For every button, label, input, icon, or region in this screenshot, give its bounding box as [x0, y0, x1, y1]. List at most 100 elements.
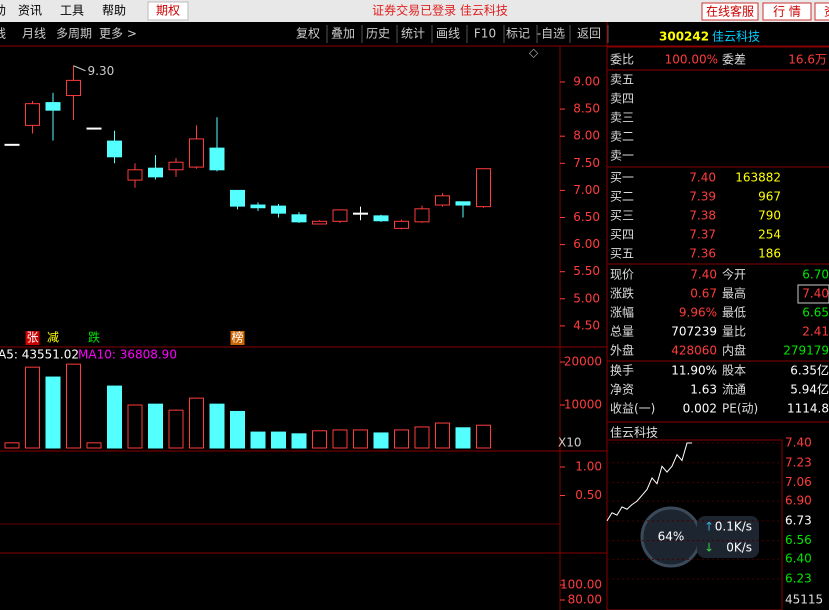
- mini-tick-label: 7.40: [785, 436, 812, 450]
- vol-legend: A5: 43551.02: [0, 348, 79, 362]
- bid-volume: 163882: [735, 171, 781, 185]
- top-button-bg: [701, 2, 759, 21]
- marker-bg: [25, 331, 40, 345]
- candle-body: [353, 212, 368, 215]
- toolbar-button[interactable]: 统计: [401, 27, 425, 41]
- stat-value: 2.41: [802, 325, 829, 339]
- menu-item[interactable]: 工具: [60, 4, 84, 18]
- download-speed: 0K/s: [726, 541, 752, 555]
- bid-price: 7.39: [689, 190, 716, 204]
- volume-bar: [435, 422, 450, 449]
- toolbar-button[interactable]: 返回: [577, 27, 601, 41]
- stat-label: 涨跌: [610, 286, 634, 301]
- diamond-icon[interactable]: ◇: [529, 46, 539, 60]
- bid-price: 7.37: [689, 228, 716, 242]
- volume-bar: [414, 426, 430, 449]
- stat-value: 6.35亿: [790, 363, 829, 378]
- ask-label: 卖五: [610, 73, 634, 87]
- bid-label: 买三: [610, 209, 634, 223]
- vol-tick-label: 20000: [564, 355, 602, 369]
- top-button[interactable]: 行 情: [773, 5, 801, 19]
- stat-label: 今开: [722, 267, 746, 282]
- toolbar-button[interactable]: 画线: [436, 27, 460, 41]
- menu-item[interactable]: 助: [0, 4, 6, 18]
- price-tick-label: 6.50: [573, 210, 600, 224]
- stat-value: 0.67: [690, 287, 717, 301]
- bid-label: 买二: [610, 190, 634, 204]
- ask-label: 卖三: [610, 111, 634, 125]
- menu-item[interactable]: 资讯: [18, 4, 42, 18]
- stat-value: 428060: [671, 344, 717, 358]
- price-tick-label: 6.00: [573, 237, 600, 251]
- stat-value: 279179: [783, 344, 829, 358]
- bid-volume: 967: [758, 190, 781, 204]
- candle-body: [66, 79, 81, 97]
- mini-frame: [606, 439, 783, 610]
- top-button[interactable]: 资: [824, 5, 829, 19]
- toolbar-button[interactable]: 复权: [296, 27, 320, 41]
- candle-body: [373, 215, 389, 222]
- bid-label: 买四: [610, 228, 634, 242]
- price-tick-label: 8.00: [573, 129, 600, 143]
- stat-label: 现价: [610, 268, 634, 282]
- ratio-label: 委比: [610, 53, 634, 67]
- down-arrow: ↓: [704, 541, 714, 555]
- volume-bar: [230, 410, 245, 449]
- price-tick-label: 5.50: [573, 264, 600, 278]
- ask-label: 卖二: [610, 130, 634, 144]
- toolbar-button[interactable]: -自选: [537, 27, 565, 41]
- bid-volume: 186: [758, 247, 781, 261]
- toolbar-button[interactable]: 历史: [366, 27, 390, 41]
- stat-label: 总量: [610, 325, 634, 339]
- menu-highlight-bg: [147, 1, 189, 21]
- toolbar-button[interactable]: F10: [474, 27, 496, 41]
- volume-bar: [312, 430, 327, 449]
- mini-volume: 45115: [785, 593, 823, 607]
- marker[interactable]: 榜: [231, 330, 243, 345]
- candle-body: [45, 102, 61, 111]
- volume-bar: [353, 429, 368, 449]
- candle-body: [4, 143, 20, 146]
- volume-bar: [291, 433, 307, 449]
- marker[interactable]: 减: [47, 331, 59, 345]
- toolbar-item[interactable]: 多周期: [56, 27, 92, 41]
- volume-bar: [127, 404, 143, 449]
- high-box: [797, 284, 829, 304]
- stat-label: PE(动): [722, 402, 758, 416]
- candle-body: [209, 147, 225, 171]
- stat-label: 净资: [610, 383, 634, 397]
- candle-body: [291, 214, 307, 223]
- volume-bar: [45, 376, 61, 449]
- toolbar-item[interactable]: 更多 >: [99, 27, 137, 41]
- price-tick-label: 9.00: [573, 75, 600, 89]
- menu-highlight[interactable]: 期权: [156, 4, 180, 18]
- up-arrow: ↑: [704, 520, 714, 534]
- bid-price: 7.36: [689, 247, 716, 261]
- stat-value: 6.65: [802, 306, 829, 320]
- candle-body: [230, 189, 245, 207]
- menu-item[interactable]: 帮助: [102, 4, 126, 18]
- volume-bar: [86, 442, 102, 449]
- mini-tick-label: 6.23: [785, 572, 812, 586]
- candle-body: [25, 103, 40, 126]
- candle-body: [312, 220, 327, 225]
- toolbar-button[interactable]: 标记: [506, 27, 530, 41]
- ratio-label: 委差: [722, 53, 746, 67]
- vol-tick-label: 10000: [564, 398, 602, 412]
- toolbar-item[interactable]: 月线: [22, 27, 46, 41]
- stock-code: 300242: [659, 30, 709, 44]
- toolbar-item[interactable]: 线: [0, 27, 6, 41]
- marker-bg: [230, 331, 245, 345]
- volume-bar: [373, 432, 389, 449]
- candle-body: [414, 208, 430, 223]
- top-button[interactable]: 在线客服: [706, 4, 754, 19]
- candle-body: [189, 138, 204, 168]
- marker[interactable]: 跌: [88, 330, 100, 345]
- volume-bar: [209, 403, 225, 449]
- stat-value: 7.40: [690, 268, 717, 282]
- mini-tick-label: 6.40: [785, 552, 812, 566]
- stat-value: 1114.8: [787, 402, 829, 416]
- candle-body: [250, 204, 266, 209]
- toolbar-button[interactable]: 叠加: [331, 27, 355, 41]
- marker[interactable]: 张: [26, 331, 38, 345]
